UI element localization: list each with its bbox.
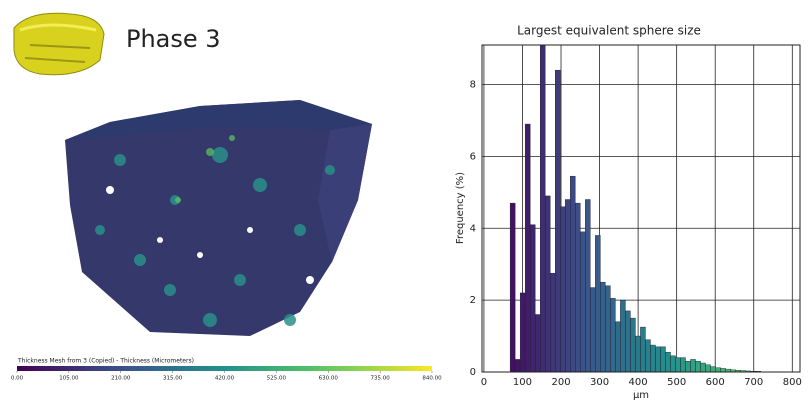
x-tick-label: 200 (551, 377, 570, 388)
bar (635, 336, 640, 372)
bar (600, 282, 605, 372)
colorbar-tick-label: 105.00 (59, 376, 79, 382)
bar (691, 359, 696, 372)
bar (610, 298, 615, 372)
bar (520, 293, 525, 372)
colorbar-tick-label: 210.00 (111, 376, 131, 382)
x-tick-label: 600 (706, 377, 725, 388)
bar (686, 361, 691, 372)
colorbar-tick-label: 840.00 (422, 376, 442, 382)
bar (696, 361, 701, 372)
page-title: Phase 3 (126, 25, 221, 53)
bar (575, 203, 580, 372)
bar (670, 356, 675, 372)
x-tick-label: 800 (783, 377, 802, 388)
colorbar-tick-label: 735.00 (371, 376, 391, 382)
bar (660, 347, 665, 372)
bar (515, 359, 520, 372)
bar (645, 340, 650, 372)
bar (625, 311, 630, 372)
bar (655, 347, 660, 372)
bar (675, 358, 680, 372)
colorbar-tick-label: 0.00 (11, 376, 24, 382)
bar (525, 124, 530, 372)
x-tick-label: 500 (667, 377, 686, 388)
bar (711, 367, 716, 372)
bar (555, 70, 560, 372)
x-tick-label: 300 (590, 377, 609, 388)
bar (706, 365, 711, 372)
bar (665, 352, 670, 372)
thumbnail (8, 6, 113, 76)
bar (565, 200, 570, 372)
bar (640, 327, 645, 372)
chart-title: Largest equivalent sphere size (517, 24, 701, 38)
bar (681, 358, 686, 372)
colorbar-tick-label: 420.00 (215, 376, 235, 382)
page: Phase 3 Thickness Mesh from 3 (Copied) -… (0, 0, 811, 402)
plot-area: 0 2 4 6 8 0 100 200 300 400 500 600 700 800 (470, 38, 802, 388)
bar (620, 300, 625, 372)
y-axis-label: Frequency (%) (455, 172, 466, 244)
bar (580, 232, 585, 372)
x-tick-label: 400 (629, 377, 648, 388)
colorbar (17, 366, 432, 371)
bar (650, 345, 655, 372)
bar (540, 38, 545, 372)
bar (545, 196, 550, 372)
bar (530, 225, 535, 372)
bar (550, 273, 555, 372)
bar (570, 176, 575, 372)
bar (510, 203, 515, 372)
bar (716, 368, 721, 372)
bars (510, 38, 761, 372)
bar (595, 235, 600, 372)
bar (590, 288, 595, 372)
bar (605, 286, 610, 372)
y-tick-label: 2 (470, 295, 476, 306)
bar (615, 322, 620, 372)
x-tick-label: 100 (513, 377, 532, 388)
y-tick-label: 4 (470, 223, 476, 234)
colorbar-title: Thickness Mesh from 3 (Copied) - Thickne… (17, 358, 194, 365)
bar (701, 363, 706, 372)
colorbar-tick-label: 525.00 (267, 376, 287, 382)
x-tick-label: 0 (481, 377, 487, 388)
y-tick-label: 0 (470, 367, 476, 378)
colorbar-tick-label: 315.00 (163, 376, 183, 382)
bar (560, 207, 565, 372)
y-tick-label: 8 (470, 80, 476, 91)
x-axis-label: µm (633, 390, 649, 401)
bar (630, 318, 635, 372)
bar (721, 368, 726, 372)
x-tick-label: 700 (744, 377, 763, 388)
bar (535, 315, 540, 372)
bar (585, 200, 590, 372)
y-tick-label: 6 (470, 151, 476, 162)
colorbar-tick-label: 630.00 (319, 376, 339, 382)
